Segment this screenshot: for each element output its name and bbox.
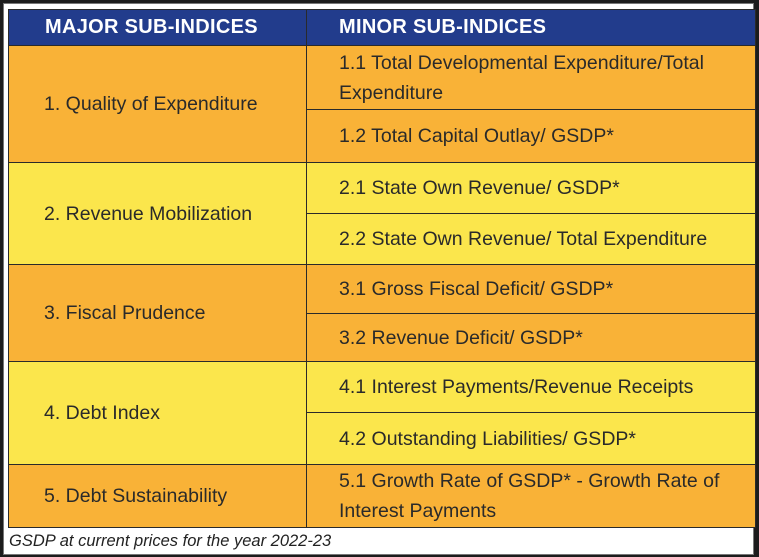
minor-index-cell: 5.1 Growth Rate of GSDP* - Growth Rate o… bbox=[306, 464, 756, 528]
minor-index-cell: 1.2 Total Capital Outlay/ GSDP* bbox=[306, 109, 756, 163]
major-index-cell: 5. Debt Sustainability bbox=[8, 464, 307, 528]
sub-indices-table: MAJOR SUB-INDICES MINOR SUB-INDICES 1. Q… bbox=[8, 9, 756, 528]
minor-index-cell: 2.2 State Own Revenue/ Total Expenditure bbox=[306, 213, 756, 265]
major-index-cell: 4. Debt Index bbox=[8, 361, 307, 465]
table-row: 4. Debt Index 4.1 Interest Payments/Reve… bbox=[8, 361, 756, 465]
footnote: GSDP at current prices for the year 2022… bbox=[9, 532, 332, 550]
minor-index-cell: 1.1 Total Developmental Expenditure/Tota… bbox=[306, 45, 756, 110]
minor-index-cell: 4.2 Outstanding Liabilities/ GSDP* bbox=[306, 412, 756, 465]
minor-sub-indices-header: MINOR SUB-INDICES bbox=[306, 9, 756, 46]
minor-index-cell: 2.1 State Own Revenue/ GSDP* bbox=[306, 162, 756, 214]
table-row: 2. Revenue Mobilization 2.1 State Own Re… bbox=[8, 162, 756, 265]
table-row: 3. Fiscal Prudence 3.1 Gross Fiscal Defi… bbox=[8, 264, 756, 362]
table-row: 5. Debt Sustainability 5.1 Growth Rate o… bbox=[8, 464, 756, 528]
major-index-cell: 3. Fiscal Prudence bbox=[8, 264, 307, 362]
minor-index-cell: 4.1 Interest Payments/Revenue Receipts bbox=[306, 361, 756, 413]
major-index-cell: 2. Revenue Mobilization bbox=[8, 162, 307, 265]
table-frame: MAJOR SUB-INDICES MINOR SUB-INDICES 1. Q… bbox=[3, 3, 756, 555]
table-row: 1. Quality of Expenditure 1.1 Total Deve… bbox=[8, 45, 756, 163]
major-sub-indices-header: MAJOR SUB-INDICES bbox=[8, 9, 307, 46]
minor-index-cell: 3.2 Revenue Deficit/ GSDP* bbox=[306, 313, 756, 362]
major-index-cell: 1. Quality of Expenditure bbox=[8, 45, 307, 163]
header-row: MAJOR SUB-INDICES MINOR SUB-INDICES bbox=[8, 9, 756, 46]
minor-index-cell: 3.1 Gross Fiscal Deficit/ GSDP* bbox=[306, 264, 756, 314]
